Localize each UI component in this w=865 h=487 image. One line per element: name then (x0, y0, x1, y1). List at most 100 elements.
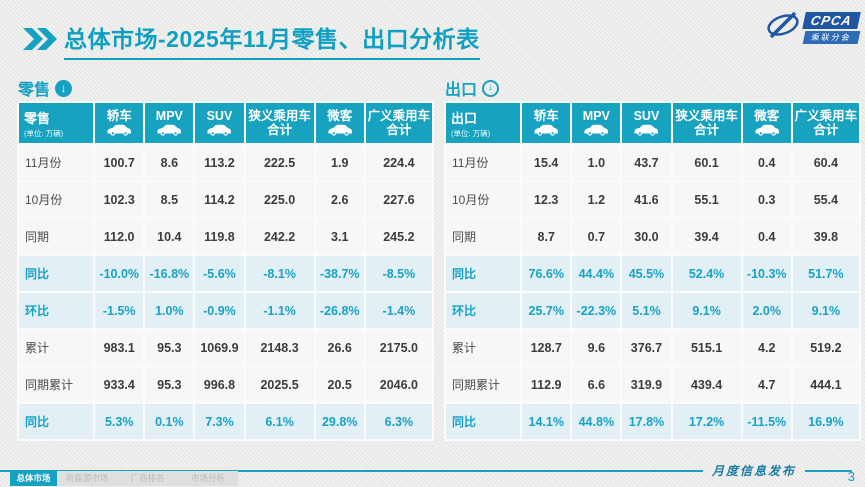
table-row: 同期累计 112.9 6.6 319.9 439.4 4.7 444.1 (446, 367, 859, 402)
row-label: 10月份 (19, 182, 94, 217)
row-label: 同比 (446, 404, 521, 439)
footer-caption: 月度信息发布 (711, 464, 796, 478)
data-cell: 10.4 (145, 219, 194, 254)
data-cell: 16.9% (792, 404, 859, 439)
column-header: 微客 (315, 103, 364, 143)
sedan-icon (522, 124, 570, 137)
data-cell: 76.6% (522, 256, 571, 291)
double-chevron-icon (20, 27, 58, 56)
data-cell: 51.7% (792, 256, 859, 291)
row-label: 同比 (446, 256, 521, 291)
data-cell: 113.2 (195, 145, 244, 180)
data-cell: 0.3 (742, 182, 791, 217)
cpca-logo-acronym: CPCA (802, 11, 861, 29)
tab-oem-ranking[interactable]: 厂商排名 (130, 473, 165, 484)
data-cell: 983.1 (95, 330, 144, 365)
tab-market-analysis[interactable]: 市场分析 (190, 473, 225, 484)
data-cell: -11.5% (742, 404, 791, 439)
tab-nev-market[interactable]: 新能源市场 (65, 473, 109, 484)
data-cell: 1069.9 (195, 330, 244, 365)
table-row: 同比 5.3% 0.1% 7.3% 6.1% 29.8% 6.3% (19, 404, 432, 439)
column-header: 广义乘用车 合计 (365, 103, 432, 143)
data-cell: 29.8% (315, 404, 364, 439)
data-cell: 39.8 (792, 219, 859, 254)
data-cell: 1.0 (572, 145, 621, 180)
data-cell: -38.7% (315, 256, 364, 291)
data-cell: 519.2 (792, 330, 859, 365)
retail-section-head: 零售 ↓ (18, 77, 434, 99)
data-cell: -8.1% (245, 256, 314, 291)
row-label: 同期 (19, 219, 94, 254)
microvan-icon (743, 124, 791, 137)
row-label: 同期累计 (19, 367, 94, 402)
data-cell: 25.7% (522, 293, 571, 328)
cpca-logo: CPCA 乘联分会 (765, 9, 861, 46)
data-cell: 5.3% (95, 404, 144, 439)
data-cell: -5.6% (195, 256, 244, 291)
data-cell: 2148.3 (245, 330, 314, 365)
table-row: 10月份 12.3 1.2 41.6 55.1 0.3 55.4 (446, 182, 859, 217)
table-row: 环比 -1.5% 1.0% -0.9% -1.1% -26.8% -1.4% (19, 293, 432, 328)
data-cell: 376.7 (622, 330, 671, 365)
table-row: 10月份 102.3 8.5 114.2 225.0 2.6 227.6 (19, 182, 432, 217)
data-cell: 128.7 (522, 330, 571, 365)
row-label: 同比 (19, 256, 94, 291)
row-label: 同比 (19, 404, 94, 439)
row-label: 累计 (446, 330, 521, 365)
data-cell: 242.2 (245, 219, 314, 254)
retail-table: 零售 (单位: 万辆) 轿车 MPV SUV 狭义乘用车 合计 微客 广义乘用车 合计 11月… (17, 101, 434, 441)
data-cell: 7.3% (195, 404, 244, 439)
export-section-head: 出口 ↓ (445, 77, 861, 99)
data-cell: 8.7 (522, 219, 571, 254)
data-cell: 4.2 (742, 330, 791, 365)
column-header: SUV (622, 103, 671, 143)
retail-panel: 零售 ↓ 零售 (单位: 万辆) 轿车 MPV SUV 狭义乘用车 合计 微客 广义乘用车 合… (17, 77, 434, 441)
data-cell: 55.1 (672, 182, 741, 217)
table-corner-header: 零售 (单位: 万辆) (19, 103, 94, 143)
data-cell: 12.3 (522, 182, 571, 217)
data-cell: 9.1% (672, 293, 741, 328)
data-cell: -10.3% (742, 256, 791, 291)
tab-overall-market[interactable]: 总体市场 (10, 471, 57, 486)
data-cell: 114.2 (195, 182, 244, 217)
bottom-tab-bar: 总体市场 新能源市场 厂商排名 市场分析 (10, 471, 238, 486)
export-panel: 出口 ↓ 出口 (单位: 万辆) 轿车 MPV SUV 狭义乘用车 合计 微客 广义乘用车 合… (444, 77, 861, 441)
table-row: 累计 983.1 95.3 1069.9 2148.3 26.6 2175.0 (19, 330, 432, 365)
microvan-icon (316, 124, 364, 137)
row-label: 10月份 (446, 182, 521, 217)
suv-icon (195, 124, 243, 137)
page-number: 3 (847, 469, 855, 484)
data-cell: 112.0 (95, 219, 144, 254)
data-cell: 1.0% (145, 293, 194, 328)
data-cell: 1.2 (572, 182, 621, 217)
sedan-icon (95, 124, 143, 137)
row-label: 环比 (446, 293, 521, 328)
data-cell: 2046.0 (365, 367, 432, 402)
row-label: 11月份 (446, 145, 521, 180)
retail-section-label: 零售 (18, 82, 51, 99)
data-cell: 2025.5 (245, 367, 314, 402)
row-label: 累计 (19, 330, 94, 365)
data-cell: 439.4 (672, 367, 741, 402)
table-row: 11月份 100.7 8.6 113.2 222.5 1.9 224.4 (19, 145, 432, 180)
data-cell: 17.2% (672, 404, 741, 439)
data-cell: 1.9 (315, 145, 364, 180)
data-cell: 222.5 (245, 145, 314, 180)
data-cell: 444.1 (792, 367, 859, 402)
data-cell: 515.1 (672, 330, 741, 365)
data-cell: 95.3 (145, 367, 194, 402)
data-cell: 60.1 (672, 145, 741, 180)
table-row: 同期 8.7 0.7 30.0 39.4 0.4 39.8 (446, 219, 859, 254)
data-cell: 319.9 (622, 367, 671, 402)
table-row: 同比 -10.0% -16.8% -5.6% -8.1% -38.7% -8.5% (19, 256, 432, 291)
data-cell: 2175.0 (365, 330, 432, 365)
table-corner-header: 出口 (单位: 万辆) (446, 103, 521, 143)
export-table: 出口 (单位: 万辆) 轿车 MPV SUV 狭义乘用车 合计 微客 广义乘用车 合计 11月… (444, 101, 861, 441)
column-header: MPV (572, 103, 621, 143)
data-cell: 20.5 (315, 367, 364, 402)
data-cell: 55.4 (792, 182, 859, 217)
data-cell: 0.7 (572, 219, 621, 254)
data-cell: 227.6 (365, 182, 432, 217)
cpca-logo-subtitle: 乘联分会 (802, 30, 861, 44)
data-cell: -22.3% (572, 293, 621, 328)
